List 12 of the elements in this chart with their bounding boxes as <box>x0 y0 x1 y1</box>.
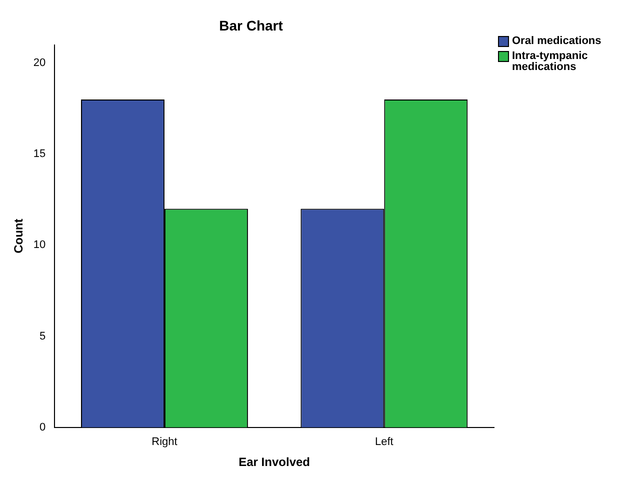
legend-label: Oral medications <box>512 35 602 47</box>
y-axis-title: Count <box>12 218 26 254</box>
y-tick-label: 15 <box>33 148 46 160</box>
x-tick-label: Left <box>374 436 394 448</box>
y-tick-label: 5 <box>40 330 46 342</box>
x-axis-title: Ear Involved <box>238 455 310 470</box>
chart-title: Bar Chart <box>219 17 284 34</box>
y-tick-label: 10 <box>33 239 46 252</box>
y-tick-label: 0 <box>40 421 46 434</box>
legend-label: Intra-tympanic medications <box>512 50 589 73</box>
y-tick-label: 20 <box>33 57 46 70</box>
x-tick-label: Right <box>152 436 178 448</box>
